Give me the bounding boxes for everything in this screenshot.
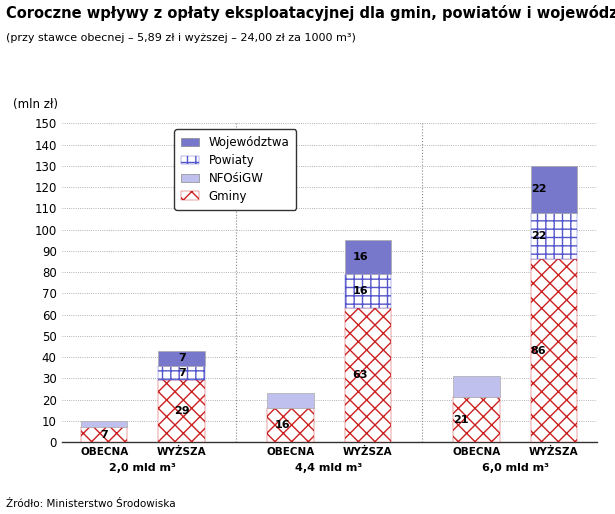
Bar	[81, 421, 127, 427]
Bar	[159, 380, 205, 442]
Bar	[159, 365, 205, 380]
Text: 6,0 mld m³: 6,0 mld m³	[482, 463, 549, 473]
Legend: Województwa, Powiaty, NFOśiGW, Gminy: Województwa, Powiaty, NFOśiGW, Gminy	[175, 129, 296, 210]
Text: 22: 22	[531, 231, 546, 241]
Text: 22: 22	[531, 184, 546, 194]
Text: 7: 7	[100, 430, 108, 439]
Bar	[344, 308, 391, 442]
Bar	[267, 408, 314, 442]
Text: (przy stawce obecnej – 5,89 zł i wyższej – 24,00 zł za 1000 m³): (przy stawce obecnej – 5,89 zł i wyższej…	[6, 33, 356, 43]
Text: 63: 63	[352, 370, 368, 380]
Text: (mln zł): (mln zł)	[14, 98, 58, 111]
Bar	[159, 351, 205, 365]
Bar	[453, 397, 499, 442]
Text: 2,0 mld m³: 2,0 mld m³	[109, 463, 177, 473]
Text: 4,4 mld m³: 4,4 mld m³	[295, 463, 363, 473]
Text: 86: 86	[531, 346, 546, 356]
Bar	[531, 213, 577, 260]
Text: 16: 16	[352, 286, 368, 296]
Bar	[453, 376, 499, 397]
Text: 29: 29	[174, 406, 189, 416]
Bar	[344, 240, 391, 274]
Bar	[267, 393, 314, 408]
Text: Źródło: Ministerstwo Środowiska: Źródło: Ministerstwo Środowiska	[6, 499, 176, 509]
Text: 16: 16	[352, 252, 368, 262]
Bar	[81, 427, 127, 442]
Bar	[531, 260, 577, 442]
Text: 16: 16	[275, 420, 290, 430]
Bar	[531, 166, 577, 213]
Text: 7: 7	[178, 353, 186, 363]
Text: 7: 7	[178, 368, 186, 378]
Text: Coroczne wpływy z opłaty eksploatacyjnej dla gmin, powiatów i województw: Coroczne wpływy z opłaty eksploatacyjnej…	[6, 5, 615, 21]
Bar	[344, 274, 391, 308]
Text: 21: 21	[453, 415, 469, 425]
